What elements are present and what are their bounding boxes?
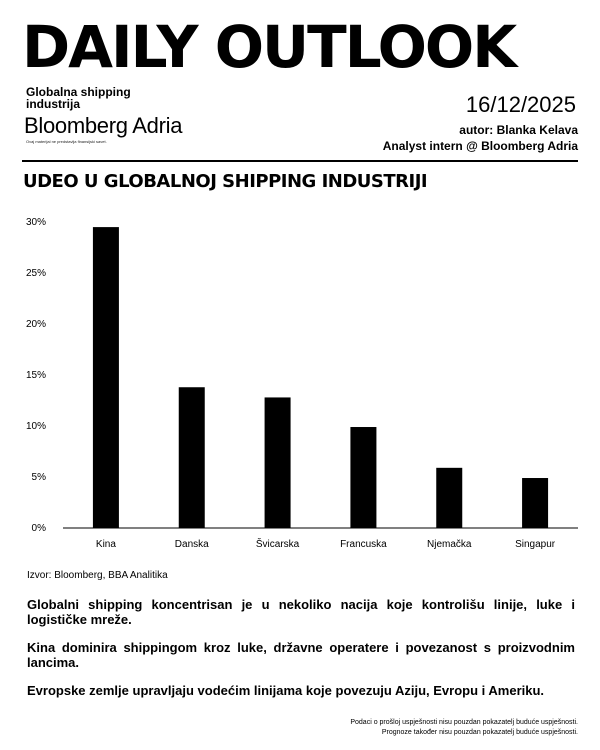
brand-name: Bloomberg Adria [24, 113, 183, 138]
author-name: autor: Blanka Kelava [459, 123, 578, 137]
page-title: DAILY OUTLOOK [22, 13, 517, 81]
y-tick-label: 30% [26, 217, 46, 228]
small-disclaimer: Ovaj materijal ne predstavlja finansijsk… [26, 139, 107, 144]
y-tick-label: 25% [26, 268, 46, 279]
x-tick-label: Danska [175, 539, 209, 550]
note-paragraph: Evropske zemlje upravljaju vodećim linij… [27, 683, 545, 698]
y-tick-label: 20% [26, 319, 46, 330]
note-paragraph: Kina dominira shippingom kroz luke, drža… [27, 640, 575, 670]
chart-title: UDEO U GLOBALNOJ SHIPPING INDUSTRIJI [23, 171, 428, 192]
note-paragraph: Globalni shipping koncentrisan je u neko… [27, 597, 575, 627]
bar [178, 387, 205, 528]
bar [350, 427, 377, 528]
y-tick-label: 5% [32, 472, 47, 483]
y-tick-label: 0% [32, 523, 47, 534]
x-tick-label: Kina [96, 539, 116, 550]
bar [264, 397, 291, 528]
author-role: Analyst intern @ Bloomberg Adria [382, 139, 578, 153]
bar [92, 227, 119, 528]
author-block: autor: Blanka Kelava Analyst intern @ Bl… [383, 122, 578, 154]
footer-disclaimer: Podaci o prošloj uspješnosti nisu pouzda… [350, 718, 578, 738]
y-tick-label: 10% [26, 421, 46, 432]
report-date: 16/12/2025 [465, 92, 576, 117]
subtitle: Globalna shipping industrija [26, 85, 131, 111]
bar [436, 467, 463, 528]
x-tick-label: Švicarska [256, 537, 300, 550]
commentary: Globalni shipping koncentrisan je u neko… [27, 597, 575, 711]
header-divider [22, 160, 578, 162]
source-note: Izvor: Bloomberg, BBA Analitika [27, 570, 168, 581]
footer-line: Prognoze također nisu pouzdan pokazatelj… [381, 729, 578, 736]
x-tick-label: Francuska [340, 539, 387, 550]
bar [522, 478, 549, 528]
x-tick-label: Njemačka [427, 539, 472, 550]
y-tick-label: 15% [26, 370, 46, 381]
bar-chart: 0% 5% 10% 15% 20% 25% 30% Kina Danska Švicarska Fr… [26, 217, 578, 550]
x-tick-label: Singapur [515, 539, 556, 550]
footer-line: Podaci o prošloj uspješnosti nisu pouzda… [350, 719, 578, 726]
